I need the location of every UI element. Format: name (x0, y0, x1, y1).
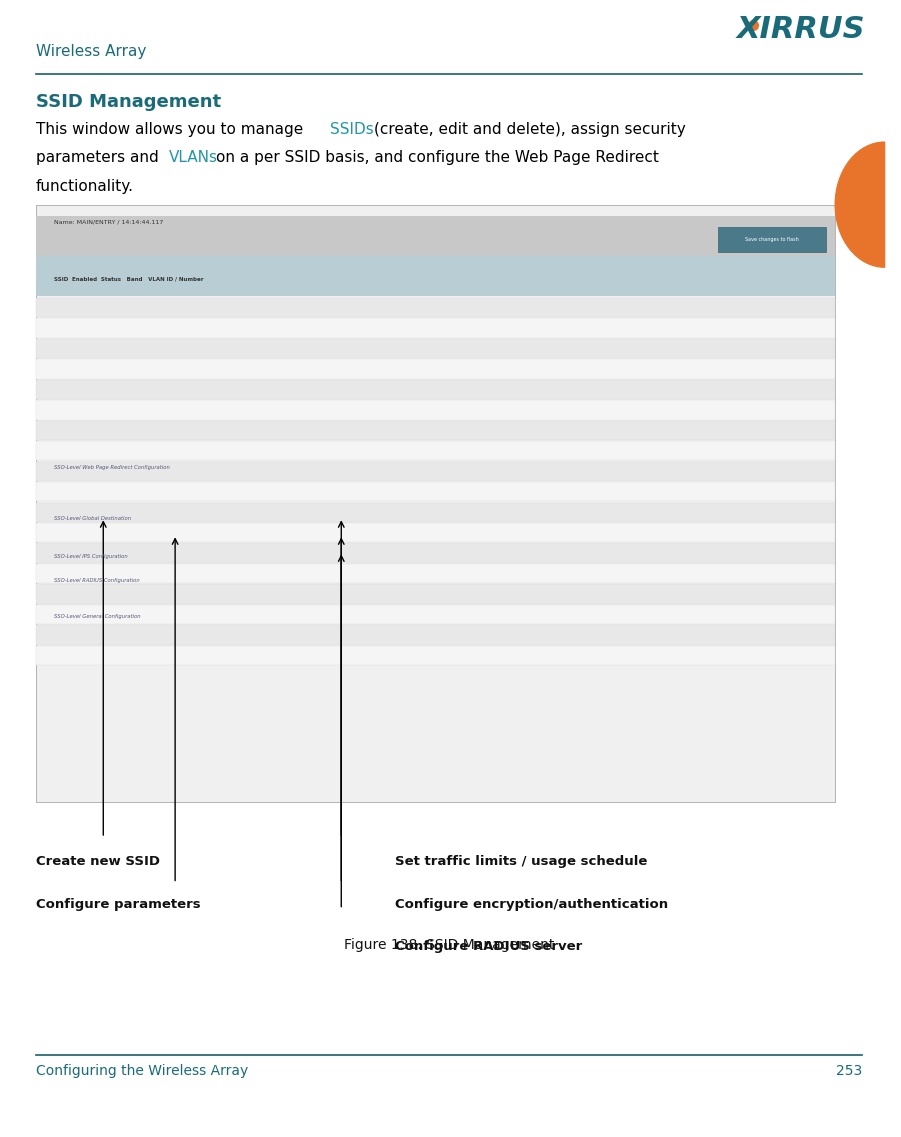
Bar (36, 216, 835, 256)
Text: Configure encryption/authentication: Configure encryption/authentication (396, 898, 669, 911)
Text: XIRRUS: XIRRUS (736, 15, 865, 44)
Text: Save changes to flash: Save changes to flash (745, 238, 799, 242)
Text: functionality.: functionality. (36, 179, 134, 193)
Bar (36, 359, 835, 379)
Text: Set traffic limits / usage schedule: Set traffic limits / usage schedule (396, 855, 648, 868)
Text: Configure RADIUS server: Configure RADIUS server (396, 940, 582, 953)
Bar (36, 564, 835, 583)
Text: SSO-Level General Configuration: SSO-Level General Configuration (54, 614, 141, 619)
Bar (36, 339, 835, 358)
Bar (36, 646, 835, 665)
Text: SSO-Level RADIUS Configuration: SSO-Level RADIUS Configuration (54, 579, 140, 583)
Text: Figure 138. SSID Management: Figure 138. SSID Management (344, 938, 554, 952)
Bar (36, 503, 835, 522)
Bar (36, 400, 835, 420)
Bar (36, 318, 835, 338)
Text: SSID Management: SSID Management (36, 93, 221, 111)
Bar (36, 625, 835, 645)
Text: This window allows you to manage: This window allows you to manage (36, 122, 308, 136)
Bar (36, 482, 835, 501)
Text: parameters and: parameters and (36, 150, 164, 165)
Bar (36, 584, 835, 604)
Text: SSO-Level Web Page Redirect Configuration: SSO-Level Web Page Redirect Configuratio… (54, 465, 169, 470)
Wedge shape (835, 142, 885, 267)
Text: Create new SSID: Create new SSID (36, 855, 159, 868)
Text: Wireless Array: Wireless Array (36, 44, 146, 59)
Text: SSO-Level IPS Configuration: SSO-Level IPS Configuration (54, 555, 128, 559)
Bar (36, 441, 835, 460)
Bar (36, 205, 835, 802)
Bar (36, 256, 835, 296)
Bar (36, 462, 835, 481)
Text: 253: 253 (836, 1064, 862, 1078)
Text: SSIDs: SSIDs (331, 122, 374, 136)
Bar (718, 227, 826, 252)
Text: SSO-Level Global Destination: SSO-Level Global Destination (54, 515, 131, 521)
Bar (36, 543, 835, 563)
Text: VLANs: VLANs (168, 150, 218, 165)
Text: on a per SSID basis, and configure the Web Page Redirect: on a per SSID basis, and configure the W… (215, 150, 659, 165)
Text: Configuring the Wireless Array: Configuring the Wireless Array (36, 1064, 248, 1078)
Bar (36, 421, 835, 440)
Text: (create, edit and delete), assign security: (create, edit and delete), assign securi… (374, 122, 686, 136)
Text: Configure parameters: Configure parameters (36, 898, 201, 911)
Bar (36, 298, 835, 317)
Bar (36, 523, 835, 542)
Bar (36, 380, 835, 399)
Text: SSID  Enabled  Status   Band   VLAN ID / Number: SSID Enabled Status Band VLAN ID / Numbe… (54, 276, 204, 281)
Text: Name: MAIN/ENTRY / 14:14:44.117: Name: MAIN/ENTRY / 14:14:44.117 (54, 219, 163, 224)
Bar (36, 605, 835, 624)
